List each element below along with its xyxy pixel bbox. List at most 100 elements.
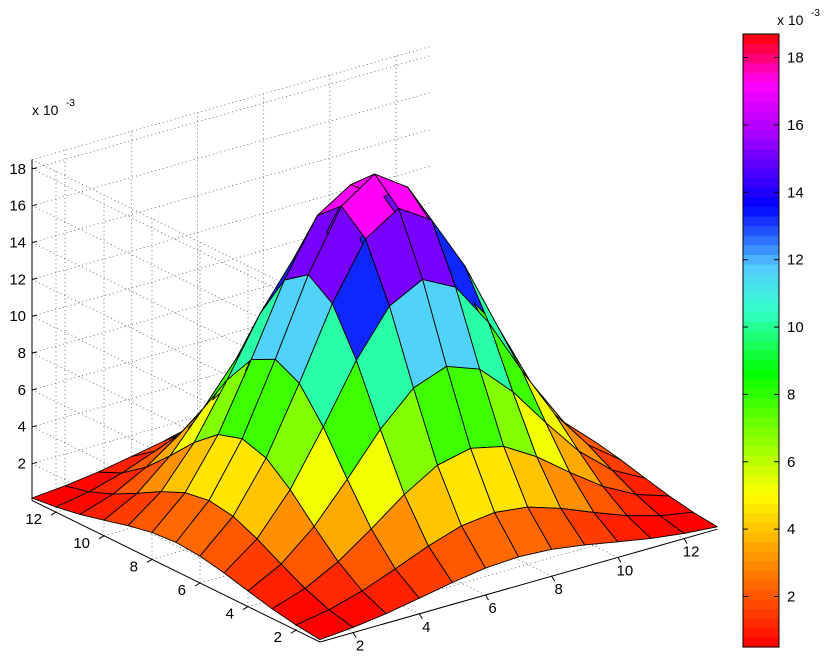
z-tick-mark bbox=[31, 425, 38, 428]
x-tick-label: 8 bbox=[555, 581, 563, 598]
x-tick-label: 12 bbox=[683, 544, 700, 561]
y-tick-label: 6 bbox=[178, 582, 186, 599]
colorbar-band bbox=[743, 350, 779, 361]
colorbar-band bbox=[743, 522, 779, 533]
colorbar-band bbox=[743, 436, 779, 447]
colorbar-band bbox=[743, 273, 779, 284]
colorbar-band bbox=[743, 493, 779, 504]
colorbar-band bbox=[743, 637, 779, 648]
z-tick-label: 8 bbox=[18, 345, 26, 362]
colorbar-band bbox=[743, 148, 779, 160]
grid-line bbox=[31, 55, 430, 170]
z-tick-mark bbox=[31, 314, 38, 317]
colorbar-band bbox=[743, 263, 779, 275]
colorbar-band bbox=[743, 34, 779, 45]
colorbar-tick-label: 14 bbox=[787, 184, 804, 201]
colorbar-band bbox=[743, 311, 779, 322]
colorbar-tick-label: 12 bbox=[787, 252, 804, 269]
colorbar-band bbox=[743, 426, 779, 437]
colorbar-band bbox=[743, 177, 779, 188]
x-tick-label: 6 bbox=[488, 600, 496, 617]
axes-lines bbox=[31, 159, 718, 643]
grid-line bbox=[31, 315, 321, 459]
colorbar-tick-label: 10 bbox=[787, 319, 804, 336]
y-tick-label: 2 bbox=[274, 629, 282, 646]
z-tick-label: 14 bbox=[9, 235, 26, 252]
colorbar-band bbox=[743, 302, 779, 313]
colorbar-ticks: 2 4 6 8 10 12 14 16 18 bbox=[743, 50, 804, 605]
colorbar-band bbox=[743, 91, 779, 102]
z-tick-mark bbox=[31, 277, 38, 280]
colorbar-band bbox=[743, 541, 779, 552]
z-tick-mark bbox=[31, 388, 38, 391]
z-tick-label: 10 bbox=[9, 308, 26, 325]
colorbar-band bbox=[743, 254, 779, 265]
colorbar-band bbox=[743, 110, 779, 121]
colorbar-band bbox=[743, 244, 779, 255]
grid-line bbox=[31, 352, 321, 495]
colorbar-band bbox=[743, 81, 779, 93]
grid-line bbox=[31, 92, 430, 207]
colorbar-band bbox=[743, 196, 779, 208]
colorbar-tick-label: 6 bbox=[787, 454, 795, 471]
y-tick-mark bbox=[146, 558, 153, 563]
y-axis-line bbox=[31, 499, 321, 643]
colorbar-band bbox=[743, 407, 779, 418]
z-tick-label: 12 bbox=[9, 271, 26, 288]
grid-line bbox=[31, 159, 321, 302]
x-tick-mark bbox=[683, 538, 688, 544]
colorbar-band bbox=[743, 53, 779, 64]
colorbar-band bbox=[743, 503, 779, 514]
colorbar-tick-label: 8 bbox=[787, 386, 795, 403]
colorbar-band bbox=[743, 292, 779, 303]
grid-line bbox=[31, 242, 321, 385]
colorbar-band bbox=[743, 551, 779, 562]
grid-line bbox=[31, 46, 430, 161]
colorbar-band bbox=[743, 474, 779, 485]
z-tick-label: 2 bbox=[18, 456, 26, 473]
z-tick-label: 6 bbox=[18, 382, 26, 399]
colorbar-band bbox=[743, 397, 779, 409]
colorbar-band bbox=[743, 225, 779, 236]
x-tick-label: 2 bbox=[356, 638, 364, 655]
colorbar-tick-label: 4 bbox=[787, 521, 795, 538]
colorbar-band bbox=[743, 168, 779, 179]
z-tick-label: 16 bbox=[9, 198, 26, 215]
colorbar-band bbox=[743, 455, 779, 466]
colorbar: 2 4 6 8 10 12 14 16 18 x 10 -3 bbox=[742, 8, 820, 648]
y-tick-label: 4 bbox=[226, 606, 234, 623]
axis-ticks: 2 4 6 8 10 12 14 16 18 2 4 6 8 10 12 2 4 6 8 10 12 bbox=[9, 161, 699, 655]
y-tick-label: 8 bbox=[130, 558, 138, 575]
z-tick-label: 4 bbox=[18, 419, 26, 436]
y-tick-mark bbox=[290, 629, 297, 634]
x-tick-mark bbox=[551, 575, 556, 582]
x-tick-label: 10 bbox=[617, 562, 634, 579]
colorbar-tick-label: 2 bbox=[787, 588, 795, 605]
colorbar-band bbox=[743, 321, 779, 332]
colorbar-band bbox=[743, 388, 779, 399]
colorbar-band bbox=[743, 627, 779, 639]
z-tick-mark bbox=[31, 462, 38, 465]
y-tick-label: 10 bbox=[73, 535, 90, 552]
colorbar-band bbox=[743, 158, 779, 169]
z-multiplier-exponent: -3 bbox=[66, 98, 75, 109]
colorbar-band bbox=[743, 120, 779, 131]
y-tick-mark bbox=[98, 535, 105, 540]
colorbar-band bbox=[743, 187, 779, 198]
colorbar-band bbox=[743, 579, 779, 591]
z-tick-label: 18 bbox=[9, 161, 26, 178]
z-tick-mark bbox=[31, 351, 38, 354]
y-tick-mark bbox=[194, 582, 201, 587]
colorbar-band bbox=[743, 618, 779, 629]
colorbar-band bbox=[743, 378, 779, 389]
x-tick-mark bbox=[617, 557, 622, 563]
colorbar-band bbox=[743, 235, 779, 246]
colorbar-band bbox=[743, 62, 779, 73]
colorbar-band bbox=[743, 129, 779, 140]
colorbar-band bbox=[743, 512, 779, 524]
grid-line bbox=[31, 279, 321, 422]
colorbar-tick-label: 18 bbox=[787, 50, 804, 67]
colorbar-band bbox=[743, 608, 779, 619]
z-tick-mark bbox=[31, 241, 38, 244]
